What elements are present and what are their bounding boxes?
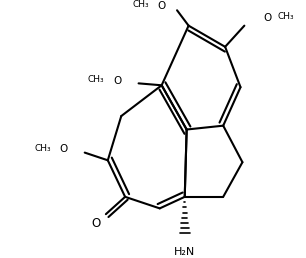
Text: O: O: [158, 2, 166, 11]
Text: CH₃: CH₃: [34, 144, 51, 153]
Text: CH₃: CH₃: [88, 75, 105, 84]
Text: H₂N: H₂N: [174, 247, 195, 257]
Text: CH₃: CH₃: [277, 12, 294, 21]
Text: O: O: [113, 76, 121, 86]
Text: CH₃: CH₃: [132, 0, 149, 9]
Text: O: O: [59, 144, 68, 154]
Text: O: O: [91, 217, 101, 230]
Text: O: O: [263, 13, 272, 23]
